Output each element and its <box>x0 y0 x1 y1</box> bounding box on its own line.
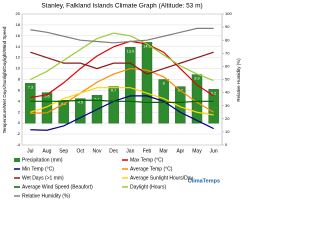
y-tick-label: 2 <box>18 109 21 114</box>
legend-swatch <box>14 158 20 162</box>
y-tick-label: 4 <box>18 98 21 103</box>
bar <box>75 98 86 124</box>
bar-value-label: 6.7 <box>111 89 116 93</box>
y2-tick-label: 50 <box>225 77 230 82</box>
y-tick-label: 8 <box>18 77 21 82</box>
legend-label: Average Wind Speed (Beaufort) <box>22 184 93 190</box>
bar-value-label: 5.1 <box>94 97 99 101</box>
x-tick-label: Jun <box>210 148 218 154</box>
legend-label: Average Sunlight Hours/Day <box>130 175 193 181</box>
bar <box>58 100 69 124</box>
y2-tick-label: 100 <box>225 11 232 16</box>
bar-value-label: 13.9 <box>127 49 134 53</box>
y-tick-label: 16 <box>16 33 21 38</box>
y2-tick-label: 60 <box>225 63 230 68</box>
y2-axis-label: Relative Humidity (%) <box>236 58 241 102</box>
line-series <box>30 32 214 82</box>
legend-label: Max Temp (°C) <box>130 157 164 163</box>
x-tick-label: May <box>192 148 202 154</box>
chart: Stanley, Falkland Islands Climate Graph … <box>2 2 242 200</box>
line-series <box>30 95 214 131</box>
y-tick-label: 10 <box>16 66 21 71</box>
legend-label: Average Temp (°C) <box>130 166 173 172</box>
bar-value-label: 14.8 <box>143 44 150 48</box>
x-tick-label: Nov <box>93 148 102 154</box>
legend-label: Relative Humidity (%) <box>22 193 70 199</box>
legend-label: Daylight (Hours) <box>130 184 166 190</box>
watermark: ClimaTemps <box>188 178 220 184</box>
y-tick-label: 6 <box>18 87 21 92</box>
bar <box>125 47 136 124</box>
bar-value-label: 8 <box>163 82 165 86</box>
line-series <box>30 87 214 116</box>
bar-value-label: 6.2 <box>211 91 216 95</box>
y-tick-label: 0 <box>18 120 21 125</box>
legend-label: Min Temp (°C) <box>22 166 54 172</box>
bar <box>208 89 219 124</box>
bar-value-label: 7.3 <box>28 85 33 89</box>
x-tick-label: Sep <box>59 148 68 154</box>
y-tick-label: -2 <box>16 131 20 136</box>
y2-tick-label: 0 <box>225 142 228 147</box>
y2-tick-label: 80 <box>225 37 230 42</box>
y-tick-label: 12 <box>16 55 21 60</box>
x-tick-label: Mar <box>159 148 168 154</box>
x-tick-label: Jul <box>27 148 33 154</box>
y2-tick-label: 40 <box>225 90 230 95</box>
legend-label: Precipitation (mm) <box>22 157 63 163</box>
bar <box>25 83 36 124</box>
legend-label: Wet Days (>1 mm) <box>22 175 64 181</box>
x-tick-label: Jan <box>126 148 134 154</box>
x-tick-label: Aug <box>43 148 52 154</box>
bar-value-label: 4.5 <box>78 101 83 105</box>
bar <box>108 86 119 124</box>
y-tick-label: -4 <box>16 142 20 147</box>
y-axis-label: Temperature/Wet Days/Sunlight/Daylight/W… <box>2 26 7 133</box>
y-tick-label: 14 <box>16 44 21 49</box>
y-tick-label: 18 <box>16 22 21 27</box>
chart-title: Stanley, Falkland Islands Climate Graph … <box>41 3 202 10</box>
line-series <box>30 67 214 114</box>
line-series <box>30 99 214 104</box>
y2-tick-label: 90 <box>225 24 230 29</box>
x-tick-label: Apr <box>176 148 184 154</box>
y-tick-label: 20 <box>16 11 21 16</box>
x-tick-label: Dec <box>109 148 118 154</box>
line-series <box>30 27 214 44</box>
bar-value-label: 8.9 <box>194 77 199 81</box>
y2-tick-label: 10 <box>225 129 230 134</box>
x-tick-label: Oct <box>76 148 84 154</box>
line-series <box>30 40 214 99</box>
y2-tick-label: 70 <box>225 50 230 55</box>
bar-value-label: 5.6 <box>44 95 49 99</box>
y2-tick-label: 20 <box>225 116 230 121</box>
y2-tick-label: 30 <box>225 103 230 108</box>
x-tick-label: Feb <box>143 148 152 154</box>
bar <box>141 42 153 124</box>
